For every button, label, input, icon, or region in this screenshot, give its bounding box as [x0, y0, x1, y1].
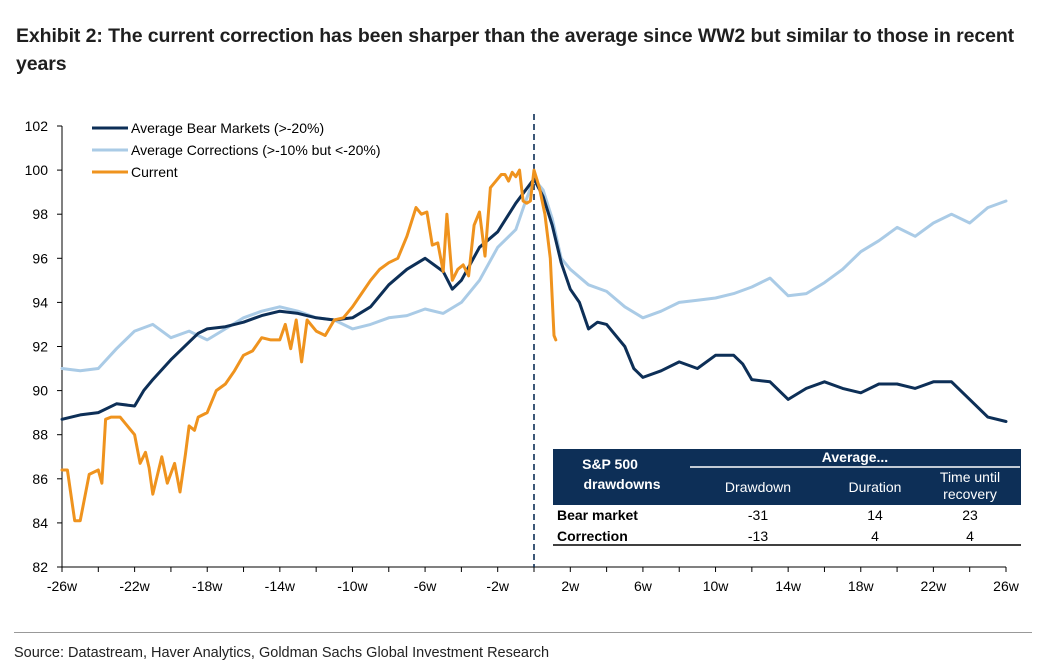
x-tick-label: 10w: [703, 578, 730, 594]
x-tick-label: -6w: [414, 578, 437, 594]
table-row-label: Correction: [557, 528, 628, 544]
table-corner-label-line1: S&P 500: [582, 456, 638, 472]
table-cell: -13: [748, 528, 768, 544]
table-header-background: [553, 449, 1021, 505]
table-col-header-drawdown: Drawdown: [725, 479, 791, 495]
table-cell: 23: [962, 507, 978, 523]
y-tick-label: 82: [32, 559, 48, 575]
x-tick-label: 18w: [848, 578, 875, 594]
y-tick-label: 94: [32, 294, 48, 310]
x-tick-label: -26w: [47, 578, 78, 594]
legend-item-corrections-label: Average Corrections (>-10% but <-20%): [131, 142, 381, 158]
chart-title: Exhibit 2: The current correction has be…: [16, 25, 1015, 75]
legend-item-bear-markets-label: Average Bear Markets (>-20%): [131, 120, 324, 136]
x-tick-label: -14w: [265, 578, 296, 594]
table-cell: -31: [748, 507, 768, 523]
x-tick-label: -10w: [337, 578, 368, 594]
y-tick-label: 100: [25, 162, 49, 178]
table-col-header-recovery-line1: Time until: [940, 469, 1000, 485]
y-tick-label: 86: [32, 471, 48, 487]
tick-labels: 82 84 86 88 90 92 94 96 98 100 102 -26w -22w -18w -14w…: [25, 118, 1020, 594]
legend: Average Bear Markets (>-20%) Average Corr…: [92, 120, 381, 180]
table-col-header-recovery-line2: recovery: [943, 486, 997, 502]
table-cell: 14: [867, 507, 883, 523]
current-line: [60, 168, 558, 523]
x-tick-label: 22w: [921, 578, 948, 594]
table-cell: 4: [871, 528, 879, 544]
source-note: Source: Datastream, Haver Analytics, Gol…: [14, 645, 550, 661]
x-tick-label: 14w: [775, 578, 802, 594]
y-tick-label: 102: [25, 118, 49, 134]
y-tick-label: 84: [32, 515, 48, 531]
table-col-header-duration: Duration: [849, 479, 902, 495]
table-body-background: [553, 505, 1021, 546]
table-cell: 4: [966, 528, 974, 544]
table-corner-label-line2: drawdowns: [583, 476, 660, 492]
y-tick-label: 90: [32, 383, 48, 399]
table-group-header: Average...: [822, 449, 888, 465]
x-tick-label: 2w: [561, 578, 580, 594]
y-tick-label: 98: [32, 206, 48, 222]
x-tick-label: 6w: [634, 578, 653, 594]
bear-market-line: [60, 177, 1008, 423]
x-tick-label: -2w: [486, 578, 509, 594]
y-tick-label: 88: [32, 427, 48, 443]
series-lines: [60, 168, 1008, 523]
y-tick-label: 96: [32, 250, 48, 266]
y-tick-label: 92: [32, 339, 48, 355]
footer-divider: [14, 632, 1032, 633]
summary-table: S&P 500 drawdowns Average... Drawdown Durati…: [553, 449, 1021, 546]
table-row-label: Bear market: [557, 507, 638, 523]
x-tick-label: -18w: [192, 578, 223, 594]
legend-item-current-label: Current: [131, 164, 178, 180]
line-chart: 82 84 86 88 90 92 94 96 98 100 102 -26w -22w -18w -14w…: [25, 114, 1021, 594]
x-tick-label: 26w: [993, 578, 1020, 594]
x-tick-label: -22w: [119, 578, 150, 594]
